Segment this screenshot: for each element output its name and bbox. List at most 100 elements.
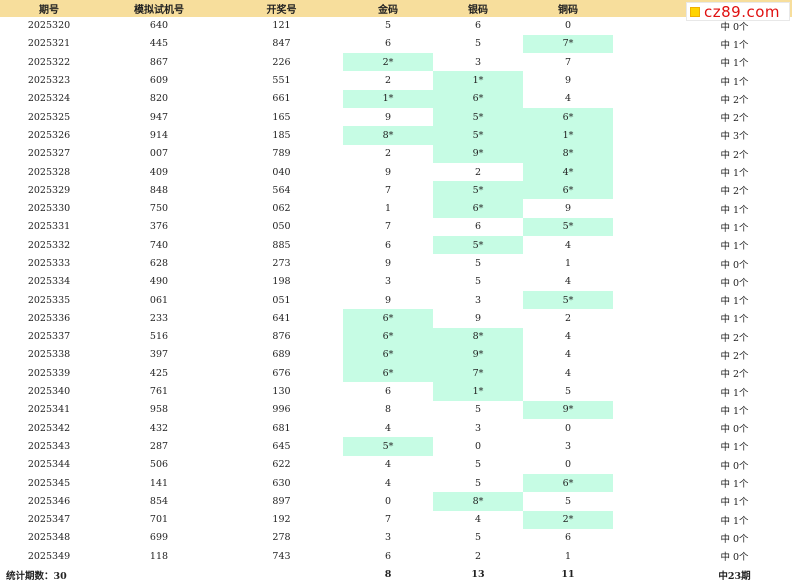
cell-gold: 6* (343, 364, 433, 383)
cell-draw: 050 (272, 221, 291, 233)
cell-issue: 2025329 (27, 184, 71, 196)
cell-silver: 2 (474, 166, 482, 178)
cell-silver: 5* (433, 181, 523, 200)
summary-hits: 中23期 (718, 570, 751, 582)
cell-bronze: 7 (564, 56, 572, 68)
cell-draw: 051 (272, 294, 291, 306)
table-row: 2025328 409 040 9 2 4* 中 1个 (0, 162, 792, 182)
table-row: 2025329 848 564 7 5* 6* 中 2个 (0, 181, 792, 200)
cell-gold: 9 (384, 258, 392, 269)
cell-silver: 5 (474, 38, 482, 50)
cell-gold: 8 (384, 404, 392, 416)
cell-spacer (613, 71, 677, 89)
cell-issue: 2025336 (27, 312, 71, 324)
cell-draw: 743 (272, 550, 291, 562)
cell-silver: 6 (474, 221, 482, 233)
brand-logo[interactable]: cz89.com (686, 2, 790, 21)
cell-hits: 中 1个 (720, 296, 749, 308)
cell-bronze: 4 (564, 239, 572, 251)
cell-bronze: 9 (564, 75, 572, 87)
cell-gold: 2 (384, 75, 392, 87)
brand-text: cz89.com (704, 2, 781, 21)
cell-spacer (613, 419, 677, 437)
cell-hits: 中 1个 (720, 405, 749, 417)
cell-issue: 2025338 (27, 349, 71, 361)
cell-draw: 681 (272, 422, 291, 434)
table-row: 2025345 141 630 4 5 6* 中 1个 (0, 473, 792, 493)
cell-bronze: 0 (564, 422, 572, 434)
cell-hits: 中 1个 (720, 515, 749, 527)
cell-draw: 273 (272, 258, 291, 269)
cell-silver: 1* (433, 382, 523, 401)
cell-gold: 9 (384, 294, 392, 306)
cell-draw: 630 (272, 477, 291, 489)
cell-silver: 5* (433, 107, 523, 127)
cell-hits: 中 0个 (720, 21, 749, 33)
cell-bronze: 4 (564, 93, 572, 105)
cell-sim: 061 (149, 294, 169, 306)
cell-spacer (613, 236, 677, 254)
cell-hits: 中 1个 (720, 479, 749, 491)
table-row: 2025326 914 185 8* 5* 1* 中 3个 (0, 126, 792, 145)
cell-spacer (613, 163, 677, 181)
cell-sim: 376 (149, 221, 169, 233)
cell-gold: 6 (384, 239, 392, 251)
cell-silver: 8* (433, 327, 523, 346)
cell-draw: 676 (272, 367, 291, 379)
cell-hits: 中 1个 (720, 387, 749, 399)
cell-issue: 2025333 (27, 258, 71, 269)
cell-gold: 9 (384, 166, 392, 178)
cell-silver: 5 (474, 258, 482, 269)
cell-spacer (613, 456, 677, 474)
table-row: 2025323 609 551 2 1* 9 中 1个 (0, 71, 792, 90)
cell-draw: 876 (272, 331, 291, 343)
cell-gold: 6* (343, 309, 433, 328)
cell-sim: 699 (149, 532, 169, 544)
cell-sim: 141 (149, 477, 169, 489)
cell-silver: 5 (474, 459, 482, 471)
table-row: 2025341 958 996 8 5 9* 中 1个 (0, 400, 792, 420)
cell-hits: 中 1个 (720, 58, 749, 70)
cell-issue: 2025349 (27, 550, 71, 562)
cell-gold: 7 (384, 184, 392, 196)
cell-issue: 2025345 (27, 477, 71, 489)
cell-hits: 中 3个 (720, 131, 749, 143)
cell-hits: 中 1个 (720, 76, 749, 88)
cell-silver: 6 (474, 20, 482, 32)
header-spacer (613, 0, 677, 17)
cell-spacer (613, 90, 677, 108)
cell-issue: 2025340 (27, 386, 71, 398)
cell-silver: 4 (474, 514, 482, 526)
cell-draw: 192 (272, 514, 291, 526)
cell-bronze: 5* (523, 217, 613, 237)
header-sim: 模拟试机号 (98, 0, 220, 17)
cell-sim: 640 (149, 20, 169, 32)
cell-bronze: 6* (523, 107, 613, 127)
cell-spacer (613, 401, 677, 419)
cell-issue: 2025320 (27, 20, 71, 32)
cell-silver: 5 (474, 404, 482, 416)
cell-issue: 2025335 (27, 294, 71, 306)
cell-silver: 3 (474, 294, 482, 306)
cell-sim: 432 (149, 422, 169, 434)
cell-issue: 2025343 (27, 440, 71, 452)
cell-bronze: 5 (564, 386, 572, 398)
cell-draw: 226 (272, 56, 291, 68)
table-row: 2025322 867 226 2* 3 7 中 1个 (0, 53, 792, 72)
summary-row: 统计期数：30 8 13 11 中23期 (0, 565, 792, 584)
cell-silver: 5 (474, 477, 482, 489)
table-row: 2025320 640 121 5 6 0 中 0个 (0, 17, 792, 35)
cell-issue: 2025339 (27, 367, 71, 379)
cell-spacer (613, 511, 677, 529)
cell-sim: 445 (149, 38, 169, 50)
cell-issue: 2025346 (27, 495, 71, 507)
cell-sim: 425 (149, 367, 169, 379)
cell-sim: 490 (149, 276, 169, 288)
table-row: 2025332 740 885 6 5* 4 中 1个 (0, 236, 792, 255)
cell-silver: 9* (433, 144, 523, 163)
cell-silver: 9 (474, 312, 482, 324)
cell-gold: 4 (384, 477, 392, 489)
summary-gold: 8 (384, 569, 392, 581)
cell-hits: 中 2个 (720, 332, 749, 344)
table-row: 2025338 397 689 6* 9* 4 中 2个 (0, 345, 792, 365)
